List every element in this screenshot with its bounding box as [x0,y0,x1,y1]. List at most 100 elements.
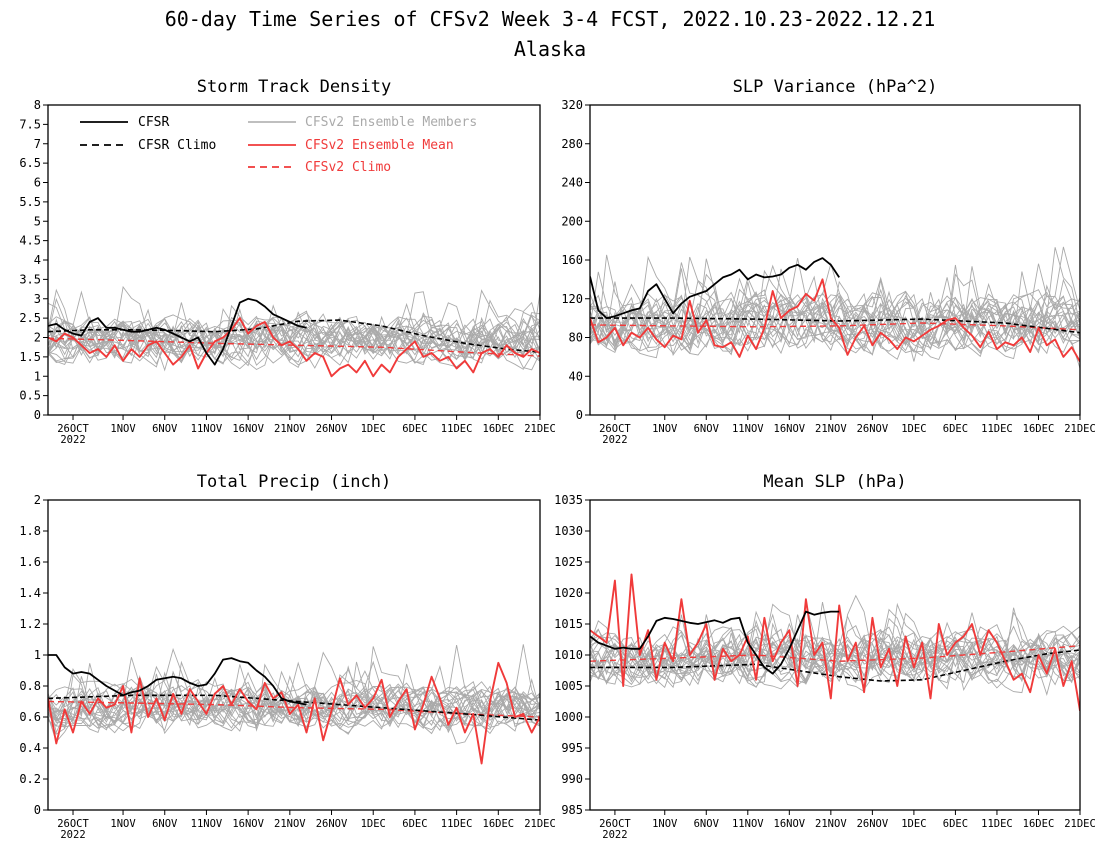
series-line-cfsr-climo [48,694,540,721]
x-tick-label: 21DEC [524,818,556,830]
series-line-member-14 [48,307,540,370]
x-tick-label: 21NOV [815,423,847,435]
series-line-member-24 [590,621,1080,683]
series-line-member-5 [48,307,540,359]
y-tick-label: 200 [561,214,583,228]
y-tick-label: 1035 [554,493,583,507]
series-line-member-24 [48,312,540,361]
series-line-cfsr [48,297,307,366]
y-tick-label: 3.5 [19,272,41,286]
series-line-cfsr [590,610,840,675]
series-line-cfsr-climo [48,319,540,353]
y-tick-label: 0.2 [19,772,41,786]
x-tick-label: 11DEC [981,818,1013,830]
x-tick-label: 11NOV [732,423,764,435]
x-tick-label: 11NOV [191,423,223,435]
y-tick-label: 985 [561,803,583,817]
legend-label-cfsr: CFSR [138,115,169,130]
panel-total-precip: Total Precip (inch) 0 0.2 0.4 0.6 0.8 1 1.2 1.4 1… [19,472,555,841]
plot-frame [47,499,541,811]
x-tick-label: 16DEC [1023,423,1055,435]
plot-area [48,644,540,765]
y-tick-label: 1030 [554,524,583,538]
x-tick-label: 6NOV [694,423,720,435]
panel-title: Total Precip (inch) [197,472,391,492]
y-tick-label: 990 [561,772,583,786]
series-line-member-18 [48,645,540,732]
figure-subtitle: Alaska [514,37,586,61]
x-tick-label: 26OCT [57,423,89,435]
x-tick-label: 26NOV [316,423,348,435]
series-line-member-13 [48,661,540,728]
y-tick-label: 1005 [554,679,583,693]
y-tick-label: 6.5 [19,156,41,170]
x-tick-label: 1NOV [652,818,678,830]
x-tick-label: 16DEC [483,818,515,830]
series-line-member-19 [590,594,1080,684]
x-tick-label: 1NOV [110,423,136,435]
x-tick-label: 16DEC [1023,818,1055,830]
y-tick-label: 0 [34,803,41,817]
x-tick-sublabel: 2022 [602,434,627,446]
series-line-member-19 [48,646,540,729]
series-line-member-2 [590,262,1080,360]
series-line-member-9 [48,308,540,368]
series-line-member-13 [48,290,540,362]
x-tick-label: 21NOV [815,818,847,830]
legend-label-mean: CFSv2 Ensemble Mean [305,138,454,153]
plot-area [590,246,1080,369]
y-tick-label: 8 [34,98,41,112]
series-line-cfsr [48,654,307,706]
x-tick-label: 1DEC [361,423,386,435]
series-line-member-12 [48,670,540,735]
series-line-member-11 [48,302,540,368]
x-tick-label: 16NOV [232,423,264,435]
panel-mean-slp: Mean SLP (hPa) 985 990 995 1000 1005 1010 1015 1… [554,472,1096,841]
figure-title: 60-day Time Series of CFSv2 Week 3-4 FCS… [165,7,936,31]
series-line-member-19 [48,285,540,361]
y-tick-label: 1.2 [19,617,41,631]
y-tick-label: 1.5 [19,350,41,364]
x-tick-sublabel: 2022 [60,829,85,841]
y-tick-label: 0.5 [19,389,41,403]
series-line-mean [48,661,540,765]
series-line-mean [590,278,1080,363]
x-tick-label: 11DEC [441,423,473,435]
y-tick-label: 995 [561,741,583,755]
series-line-member-21 [590,269,1080,356]
y-tick-label: 1015 [554,617,583,631]
x-tick-label: 21NOV [274,818,306,830]
x-tick-label: 11DEC [441,818,473,830]
y-tick-label: 2 [34,331,41,345]
series-line-cfsv2-climo [48,337,540,357]
y-tick-label: 80 [569,331,583,345]
y-tick-label: 5.5 [19,195,41,209]
y-tick-label: 1025 [554,555,583,569]
x-tick-label: 1DEC [361,818,386,830]
series-line-member-22 [590,254,1080,350]
series-line-member-16 [48,312,540,354]
x-tick-label: 6DEC [943,423,968,435]
y-tick-label: 240 [561,176,583,190]
plot-area [48,285,540,378]
x-tick-label: 11DEC [981,423,1013,435]
x-tick-label: 6NOV [152,818,178,830]
series-line-cfsr-climo [590,317,1080,334]
y-tick-label: 120 [561,292,583,306]
y-tick-label: 320 [561,98,583,112]
series-line-member-24 [48,657,540,745]
x-tick-label: 6NOV [694,818,720,830]
y-tick-label: 0 [34,408,41,422]
y-tick-label: 7 [34,137,41,151]
y-tick-label: 7.5 [19,117,41,131]
y-tick-label: 6 [34,176,41,190]
panel-title: Mean SLP (hPa) [763,472,906,492]
y-tick-label: 5 [34,214,41,228]
x-tick-sublabel: 2022 [60,434,85,446]
legend-label-cfsv2-climo: CFSv2 Climo [305,160,391,175]
legend-label-cfsr-climo: CFSR Climo [138,138,216,153]
plot-frame [589,104,1081,416]
x-tick-label: 16NOV [774,818,806,830]
y-tick-label: 1 [34,648,41,662]
legend-label-members: CFSv2 Ensemble Members [305,115,477,130]
